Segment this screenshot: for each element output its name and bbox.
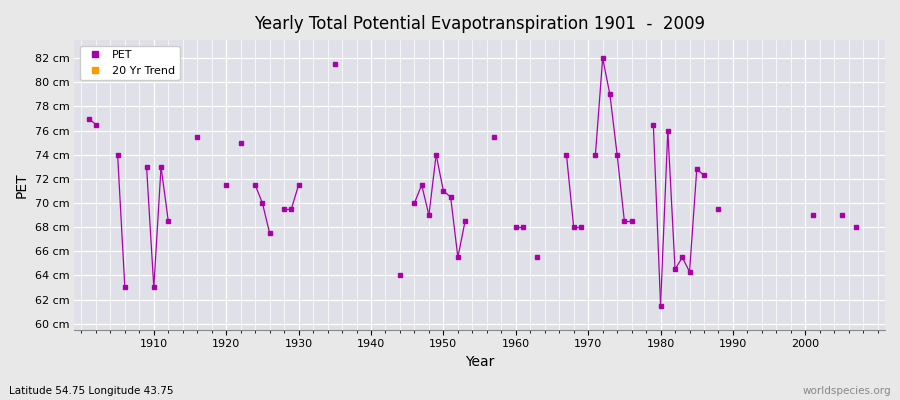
X-axis label: Year: Year	[465, 355, 494, 369]
Text: worldspecies.org: worldspecies.org	[803, 386, 891, 396]
Legend: PET, 20 Yr Trend: PET, 20 Yr Trend	[80, 46, 179, 80]
Title: Yearly Total Potential Evapotranspiration 1901  -  2009: Yearly Total Potential Evapotranspiratio…	[254, 15, 705, 33]
Y-axis label: PET: PET	[15, 172, 29, 198]
Text: Latitude 54.75 Longitude 43.75: Latitude 54.75 Longitude 43.75	[9, 386, 174, 396]
